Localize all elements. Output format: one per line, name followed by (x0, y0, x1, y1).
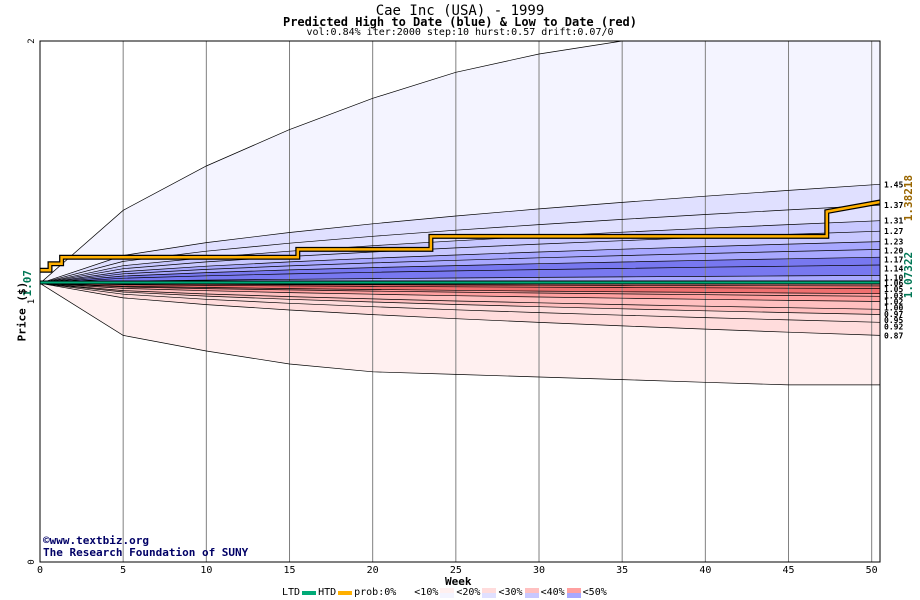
legend-item-1: <20% (456, 587, 481, 598)
grid-lines (39, 41, 873, 562)
axes: 0 5 10 15 20 25 30 35 40 45 50 0 1 2 1.07 (21, 38, 881, 576)
x-axis-label: Week (445, 575, 472, 588)
low-band-line-4 (39, 282, 881, 302)
legend-ltd-label: LTD (282, 587, 301, 598)
current-high-label: 1.38218 (902, 175, 915, 221)
low-band-label-1: 1.05 (884, 285, 903, 294)
high-band-label-3: 1.27 (884, 227, 903, 236)
low-band-label-7: 0.92 (884, 322, 903, 331)
chart-subtitle: Predicted High to Date (blue) & Low to D… (282, 15, 637, 29)
credit-organization: The Research Foundation of SUNY (43, 546, 249, 559)
x-tick-label-30: 30 (533, 565, 545, 576)
plot-frame (39, 40, 881, 563)
chart-title: Cae Inc (USA) - 1999 (375, 3, 545, 19)
high-band-3 (40, 231, 880, 284)
legend-box-3 (524, 587, 539, 598)
high-band-label-4: 1.23 (884, 238, 903, 247)
low-band-label-0: 1.06 (884, 279, 903, 288)
legend-item-0: <10% (414, 587, 439, 598)
high-band-label-2: 1.31 (884, 217, 903, 226)
legend-item-2: <30% (498, 587, 523, 598)
low-band-line-2 (39, 282, 881, 295)
x-tick-label-40: 40 (699, 565, 711, 576)
band-labels: 1.45 1.37 1.311.27 1.231.201.171.141.101.06… (884, 175, 915, 341)
x-tick-label-5: 5 (120, 565, 126, 576)
low-band-3 (40, 283, 880, 297)
high-band-line-5 (39, 249, 881, 284)
x-tick-label-25: 25 (450, 565, 462, 576)
credit-website: ©www.textbiz.org (43, 534, 149, 547)
high-band-line-8 (39, 275, 881, 284)
legend: LTD HTD prob:0% <10% <20% <30% <40% <50% (282, 587, 607, 598)
low-band-line-1 (39, 282, 881, 289)
x-tick-label-35: 35 (616, 565, 628, 576)
x-tick-label-50: 50 (866, 565, 878, 576)
high-band-label-5: 1.20 (884, 247, 903, 256)
y-tick-label-0: 0 (27, 559, 37, 564)
y-axis-label: Price ($) (15, 281, 29, 342)
low-band-label-6: 0.95 (884, 316, 903, 325)
high-band-0 (40, 184, 880, 284)
legend-box-2 (482, 587, 497, 598)
low-band-8 (40, 283, 880, 336)
x-tick-label-45: 45 (782, 565, 794, 576)
x-tick-label-20: 20 (367, 565, 379, 576)
chart-params: vol:0.84% iter:2000 step:10 hurst:0.57 d… (306, 27, 614, 38)
series-lines (39, 40, 881, 386)
legend-box-4 (566, 587, 581, 598)
legend-item-3: <40% (540, 587, 565, 598)
low-outer-line (39, 283, 880, 386)
legend-box-1 (440, 587, 455, 598)
high-band-label-1: 1.37 (884, 201, 903, 210)
low-band-label-2: 1.03 (884, 291, 903, 300)
high-band-line-0 (39, 183, 881, 284)
y-tick-label-2: 2 (27, 38, 37, 43)
legend-item-4: <50% (582, 587, 607, 598)
low-band-line-3 (39, 282, 881, 297)
htd-line (40, 200, 881, 272)
legend-ltd-swatch (302, 590, 317, 595)
x-tick-label-0: 0 (37, 565, 43, 576)
start-price-label: 1.07 (21, 270, 34, 297)
high-band-5 (40, 249, 880, 284)
high-band-line-4 (39, 241, 881, 284)
legend-box-0 (398, 587, 413, 598)
high-band-7 (40, 265, 880, 284)
y-tick-label-1: 1 (27, 299, 37, 304)
x-tick-label-15: 15 (283, 565, 295, 576)
low-band-label-8: 0.87 (884, 331, 903, 340)
legend-htd-swatch (338, 590, 353, 595)
low-band-line-6 (39, 282, 881, 315)
low-band-label-3: 1.02 (884, 297, 903, 306)
high-band-line-7 (39, 264, 881, 284)
high-band-label-6: 1.17 (884, 256, 903, 265)
high-band-4 (40, 241, 880, 284)
high-band-1 (40, 205, 880, 284)
low-band-5 (40, 283, 880, 310)
legend-prob-prefix: prob:0% (354, 587, 397, 598)
low-band-label-5: 0.97 (884, 310, 903, 319)
high-band-label-8: 1.10 (884, 274, 903, 283)
high-band-line-1 (39, 204, 881, 284)
low-band-line-8 (39, 282, 881, 336)
x-tick-label-10: 10 (200, 565, 212, 576)
low-band-6 (40, 283, 880, 315)
high-band-line-6 (39, 256, 881, 284)
high-band-label-0: 1.45 (884, 180, 903, 189)
high-band-line-2 (39, 220, 881, 284)
low-band-line-5 (39, 282, 881, 310)
current-low-label: 1.07322 (902, 252, 915, 298)
low-band-7 (40, 283, 880, 323)
low-band-line-7 (39, 282, 881, 323)
low-band-label-4: 1.00 (884, 304, 903, 313)
high-band-6 (40, 257, 880, 284)
high-band-label-7: 1.14 (884, 265, 903, 274)
legend-htd-label: HTD (318, 587, 337, 598)
